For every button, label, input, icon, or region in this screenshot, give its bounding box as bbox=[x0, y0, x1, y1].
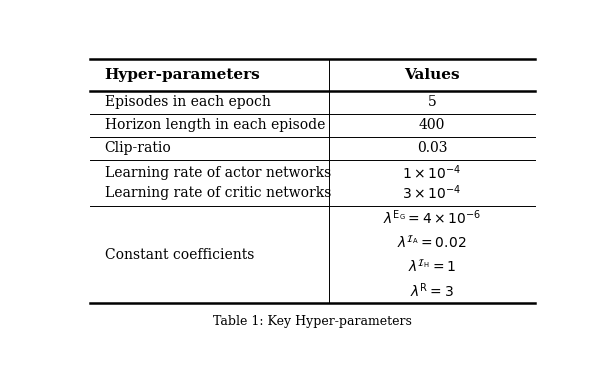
Text: $\lambda^{\mathrm{E_G}} = 4 \times 10^{-6}$: $\lambda^{\mathrm{E_G}} = 4 \times 10^{-… bbox=[383, 209, 481, 227]
Text: Values: Values bbox=[404, 68, 460, 82]
Text: $\lambda^{\mathcal{I}_{\mathrm{H}}} = 1$: $\lambda^{\mathcal{I}_{\mathrm{H}}} = 1$ bbox=[408, 258, 456, 275]
Text: Learning rate of actor networks: Learning rate of actor networks bbox=[105, 166, 331, 180]
Text: Episodes in each epoch: Episodes in each epoch bbox=[105, 95, 270, 109]
Text: $\lambda^{\mathcal{I}_{\mathrm{A}}} = 0.02$: $\lambda^{\mathcal{I}_{\mathrm{A}}} = 0.… bbox=[397, 234, 467, 251]
Text: $\lambda^{\mathrm{R}} = 3$: $\lambda^{\mathrm{R}} = 3$ bbox=[410, 282, 454, 300]
Text: Learning rate of critic networks: Learning rate of critic networks bbox=[105, 186, 331, 200]
Text: Clip-ratio: Clip-ratio bbox=[105, 141, 171, 155]
Text: Table 1: Key Hyper-parameters: Table 1: Key Hyper-parameters bbox=[213, 315, 412, 328]
Text: 400: 400 bbox=[419, 118, 445, 132]
Text: Constant coefficients: Constant coefficients bbox=[105, 248, 254, 262]
Text: Horizon length in each episode: Horizon length in each episode bbox=[105, 118, 325, 132]
Text: $3 \times 10^{-4}$: $3 \times 10^{-4}$ bbox=[403, 184, 462, 202]
Text: 0.03: 0.03 bbox=[417, 141, 447, 155]
Text: Hyper-parameters: Hyper-parameters bbox=[105, 68, 260, 82]
Text: $1 \times 10^{-4}$: $1 \times 10^{-4}$ bbox=[403, 163, 462, 182]
Text: 5: 5 bbox=[428, 95, 436, 109]
